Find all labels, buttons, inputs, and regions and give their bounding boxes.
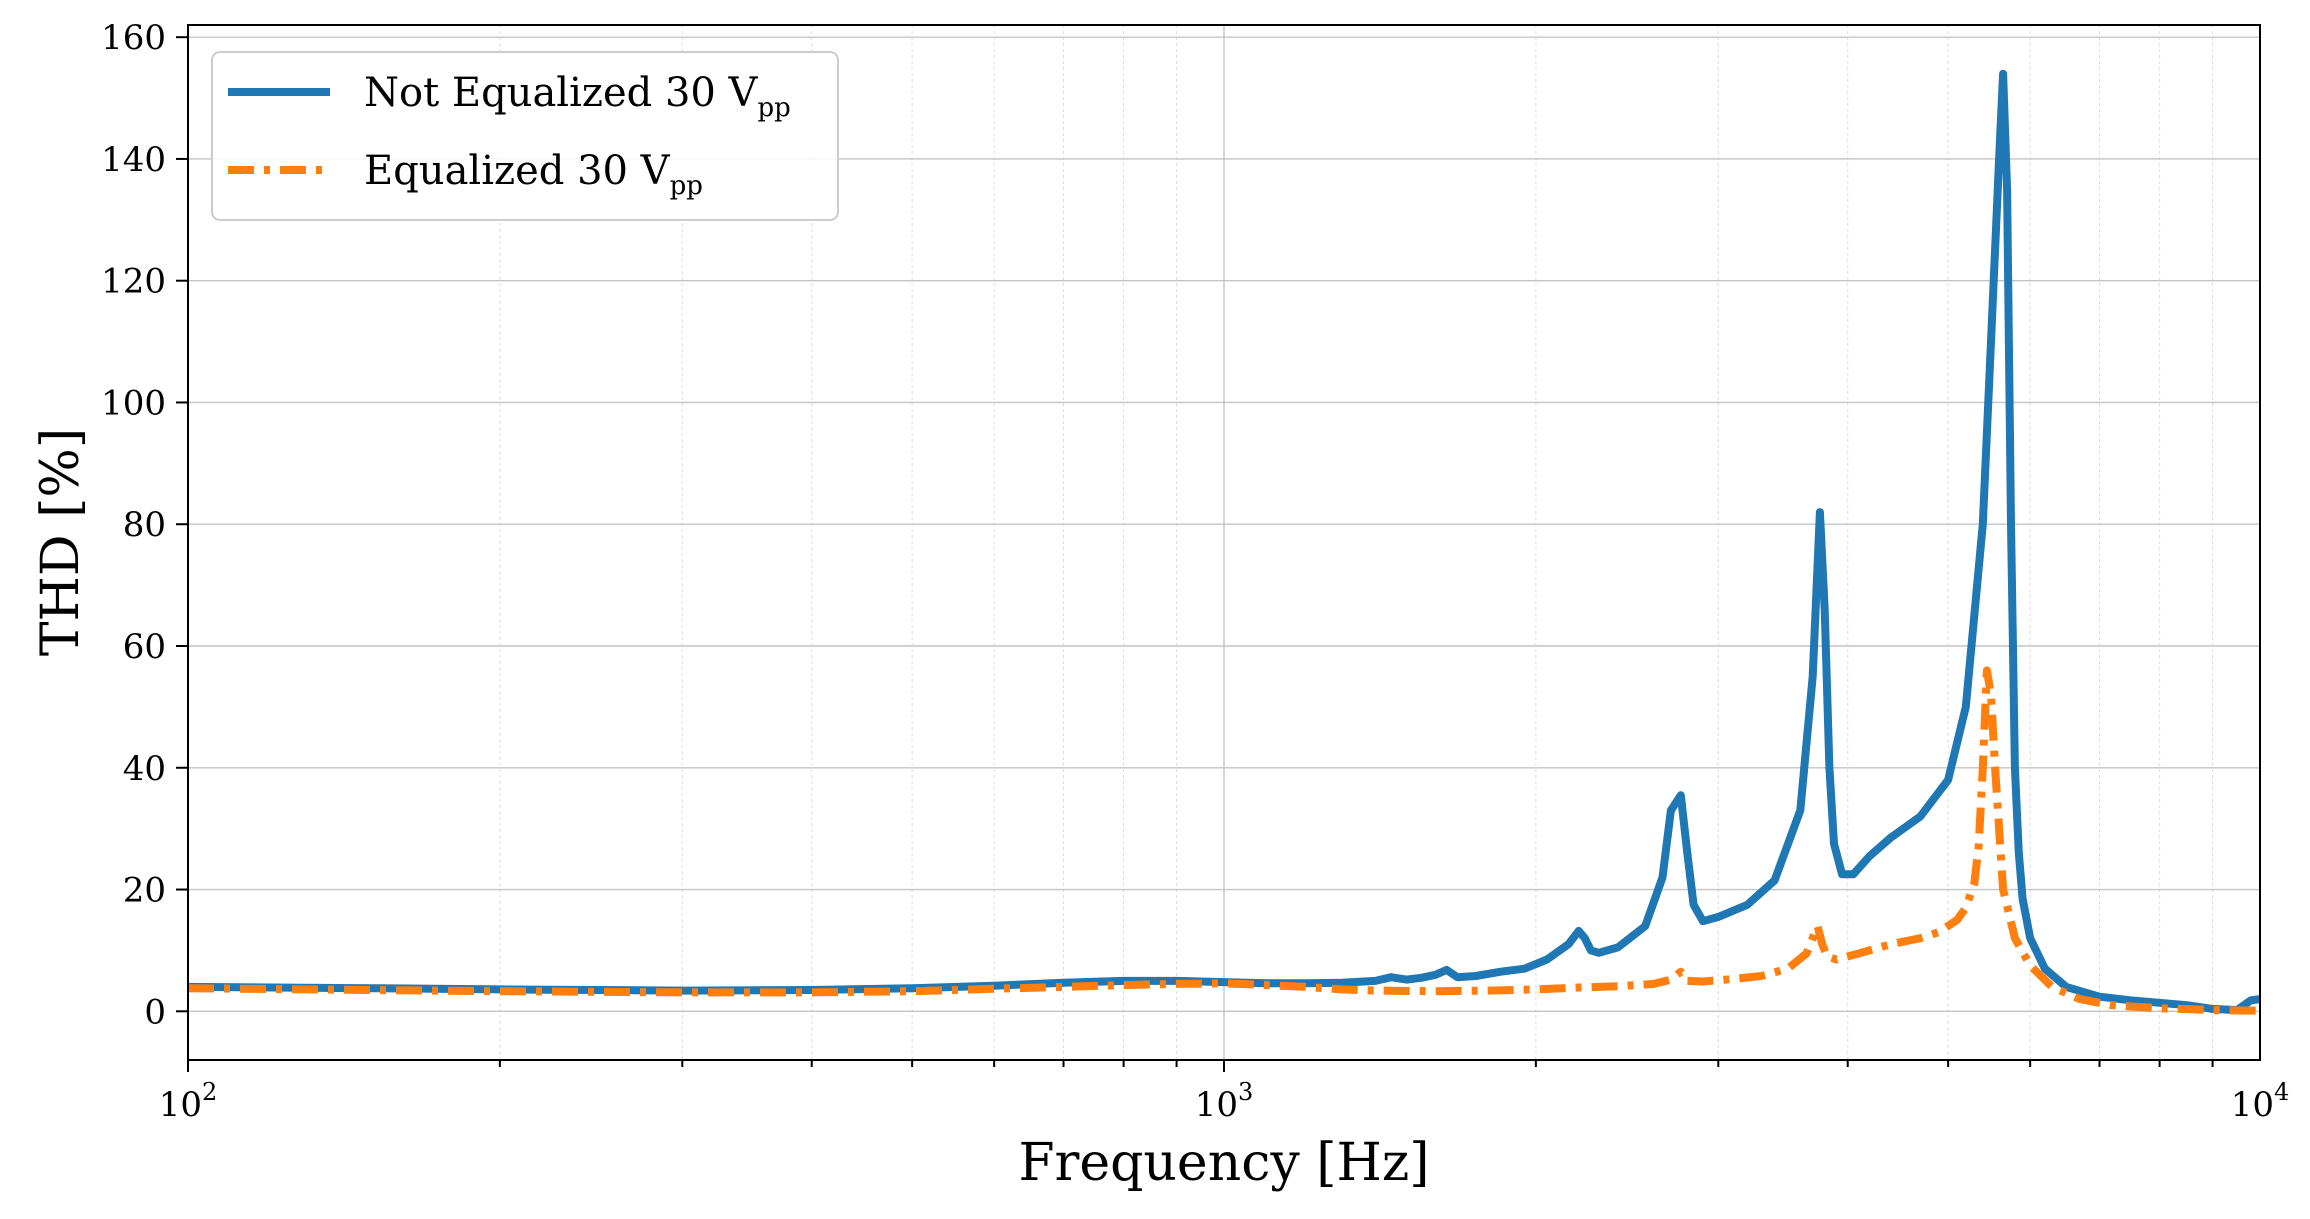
x-tick-label-exponent: 3	[1238, 1078, 1253, 1106]
legend-label-equalized-main: Equalized 30 V	[364, 148, 671, 194]
y-tick-label: 80	[123, 505, 166, 545]
y-tick-label: 40	[123, 749, 166, 789]
y-tick-label: 120	[101, 262, 166, 302]
legend-label-equalized-sub: pp	[670, 171, 703, 201]
series-line-equalized	[188, 666, 2260, 1015]
series-line-not-equalized	[188, 69, 2260, 1015]
x-tick-label-exponent: 4	[2274, 1078, 2289, 1106]
x-tick-label: 102	[159, 1078, 218, 1125]
legend: Not Equalized 30 Vpp Equalized 30 Vpp	[211, 51, 839, 221]
legend-label-not-equalized: Not Equalized 30 Vpp	[364, 70, 791, 123]
legend-frame	[211, 51, 839, 221]
y-tick-label: 140	[101, 140, 166, 180]
x-tick-label-base: 10	[159, 1085, 202, 1125]
grid	[187, 25, 2260, 1060]
x-tick-label-base: 10	[2231, 1085, 2274, 1125]
x-tick-label-base: 10	[1195, 1085, 1238, 1125]
y-tick-label: 160	[101, 18, 166, 58]
y-tick-label: 100	[101, 383, 166, 423]
legend-label-not-equalized-main: Not Equalized 30 V	[364, 70, 759, 116]
legend-label-not-equalized-sub: pp	[757, 93, 790, 123]
series-layer	[188, 69, 2260, 1015]
x-tick-label-exponent: 2	[202, 1078, 217, 1106]
x-tick-label: 104	[2231, 1078, 2290, 1125]
x-tick-label: 103	[1195, 1078, 1254, 1125]
y-axis-label: THD [%]	[31, 428, 91, 656]
x-axis-label: Frequency [Hz]	[1018, 1133, 1429, 1193]
axis-ticks	[176, 36, 2214, 1072]
y-tick-label: 20	[123, 871, 166, 911]
y-tick-label: 0	[144, 992, 166, 1032]
legend-label-equalized: Equalized 30 Vpp	[364, 148, 703, 201]
y-tick-label: 60	[123, 627, 166, 667]
